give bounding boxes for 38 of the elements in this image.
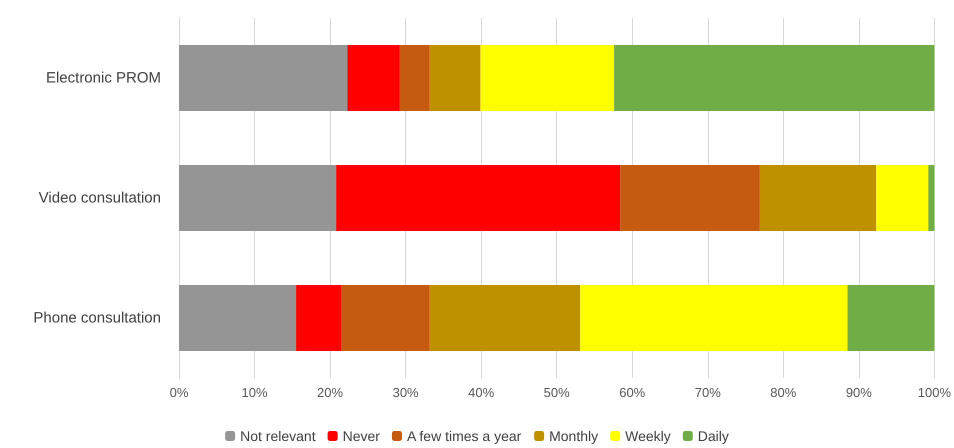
bar (480, 45, 614, 111)
y-tick-label: Video consultation (38, 190, 161, 206)
legend-label: Never (342, 428, 380, 444)
bar (848, 285, 934, 351)
bar (179, 45, 348, 111)
bar (296, 285, 342, 351)
legend-label: Monthly (549, 428, 598, 444)
x-tick-label: 50% (544, 385, 570, 400)
x-tick-label: 0% (170, 385, 189, 400)
y-tick-label: Phone consultation (33, 310, 161, 326)
x-tick-label: 10% (242, 385, 268, 400)
legend-label: Not relevant (240, 428, 316, 444)
bar (341, 285, 430, 351)
x-tick-label: 90% (846, 385, 872, 400)
bar (928, 165, 934, 231)
x-tick-label: 60% (619, 385, 646, 400)
y-tick-label: Electronic PROM (46, 70, 161, 86)
x-tick-label: 80% (770, 385, 797, 400)
x-tick-label: 70% (694, 385, 722, 400)
bar (347, 45, 400, 111)
x-tick-label: 40% (468, 385, 495, 400)
legend-label: Daily (698, 428, 729, 444)
bar (179, 285, 296, 351)
bar (336, 165, 620, 231)
bar (430, 45, 480, 111)
legend-label: A few times a year (406, 428, 522, 444)
bar (876, 165, 928, 231)
bar (430, 285, 580, 351)
x-tick-label: 100% (918, 385, 952, 400)
bar (620, 165, 760, 231)
bar (760, 165, 876, 231)
legend-label: Weekly (625, 428, 671, 444)
bar (400, 45, 430, 111)
x-tick-label: 20% (317, 385, 344, 400)
bar (614, 45, 934, 111)
x-tick-label: 30% (392, 385, 420, 400)
bar (580, 285, 848, 351)
bar (179, 165, 336, 231)
